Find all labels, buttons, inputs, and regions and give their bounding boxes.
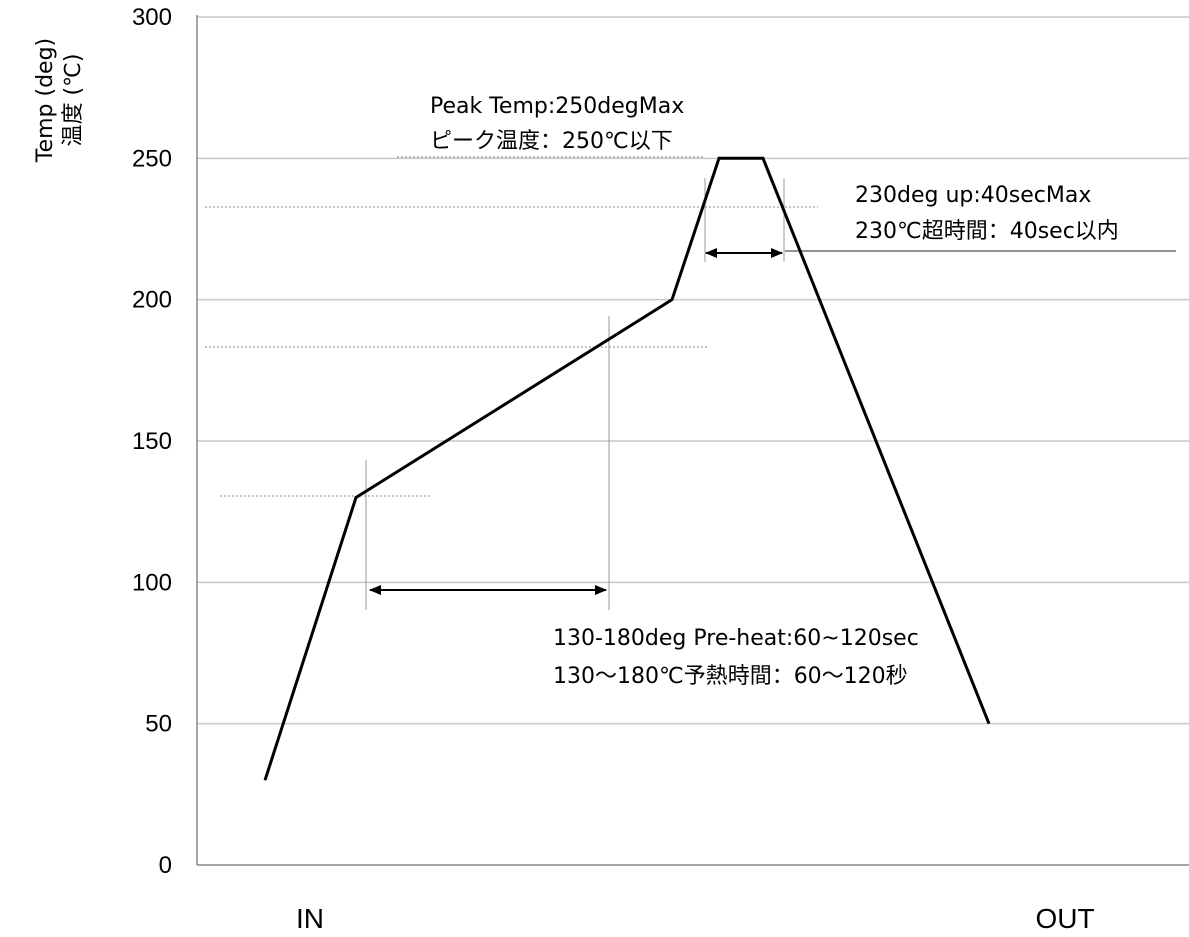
- grid-layer: [197, 16, 1189, 725]
- y-tick-label-200: 200: [132, 287, 172, 314]
- peak-annotation-line1: Peak Temp:250degMax: [430, 94, 684, 119]
- y-axis-label: Temp (deg) 温度 (℃): [33, 38, 86, 163]
- y-axis-label-en: Temp (deg): [33, 38, 58, 163]
- y-tick-label-0: 0: [159, 852, 172, 879]
- temperature-profile-line: [263, 156, 991, 781]
- vertical-markers: [365, 178, 785, 610]
- y-tick-label-50: 50: [145, 711, 172, 738]
- x-label-in: IN: [296, 903, 324, 934]
- y-tick-label-100: 100: [132, 569, 172, 596]
- y-tick-label-150: 150: [132, 428, 172, 455]
- y-axis-ticks: 0 50 100 150 200 250 300: [132, 4, 172, 879]
- guide-lines: [205, 156, 818, 497]
- above230-annotation-line1: 230deg up:40secMax: [855, 183, 1091, 208]
- above230-annotation-line2: 230℃超時間：40sec以内: [855, 219, 1119, 244]
- y-axis-label-jp: 温度 (℃): [61, 54, 86, 147]
- y-tick-label-250: 250: [132, 145, 172, 172]
- x-label-out: OUT: [1035, 903, 1094, 934]
- y-tick-label-300: 300: [132, 4, 172, 31]
- peak-annotation-line2: ピーク温度：250℃以下: [430, 129, 673, 154]
- preheat-annotation-line2: 130～180℃予熱時間：60～120秒: [553, 664, 908, 689]
- preheat-annotation-line1: 130-180deg Pre-heat:60~120sec: [553, 626, 919, 651]
